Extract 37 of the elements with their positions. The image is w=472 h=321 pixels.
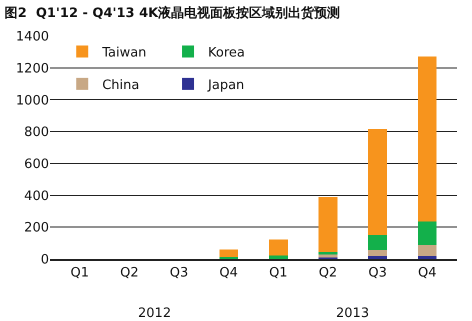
- bar: [318, 252, 338, 254]
- bar: [418, 256, 437, 259]
- legend-label: Taiwan: [101, 46, 146, 61]
- legend-label: Japan: [207, 78, 244, 93]
- legend-label: China: [102, 78, 140, 93]
- y-tick-label: 1400: [16, 30, 49, 45]
- y-tick-label: 600: [24, 156, 49, 172]
- bar: [418, 222, 437, 245]
- bar: [268, 256, 288, 259]
- x-tick-label: Q2: [318, 265, 338, 280]
- x-tick-label: Q2: [120, 265, 139, 280]
- y-tick-label: 200: [24, 220, 49, 236]
- y-tick-label: 0: [40, 252, 49, 268]
- bar: [318, 254, 338, 258]
- y-tick-label: 400: [24, 188, 49, 204]
- bar: [368, 129, 388, 235]
- bar: [268, 240, 288, 256]
- y-tick-label: 800: [24, 125, 49, 140]
- x-tick-label: Q3: [368, 265, 387, 280]
- x-tick-label: Q4: [219, 265, 238, 280]
- y-tick-label: 1200: [16, 61, 49, 76]
- bar: [318, 197, 338, 252]
- x-tick-label: Q1: [269, 265, 288, 280]
- bar: [368, 234, 388, 250]
- bar: [418, 244, 437, 256]
- x-tick-label: Q4: [418, 265, 436, 280]
- chart-title: 图2 Q1'12 - Q4'13 4K液晶电视面板按区域别出货预测: [4, 5, 340, 22]
- text: 2012: [138, 306, 172, 321]
- x-tick-label: Q3: [170, 265, 188, 280]
- x-tick-label: Q1: [70, 265, 90, 280]
- text: 2013: [336, 306, 370, 321]
- bar: [418, 56, 437, 222]
- bar: [219, 249, 238, 257]
- legend-label: Korea: [208, 46, 245, 61]
- y-tick-label: 1000: [16, 93, 49, 108]
- bar: [368, 250, 388, 256]
- bar: [368, 256, 388, 259]
